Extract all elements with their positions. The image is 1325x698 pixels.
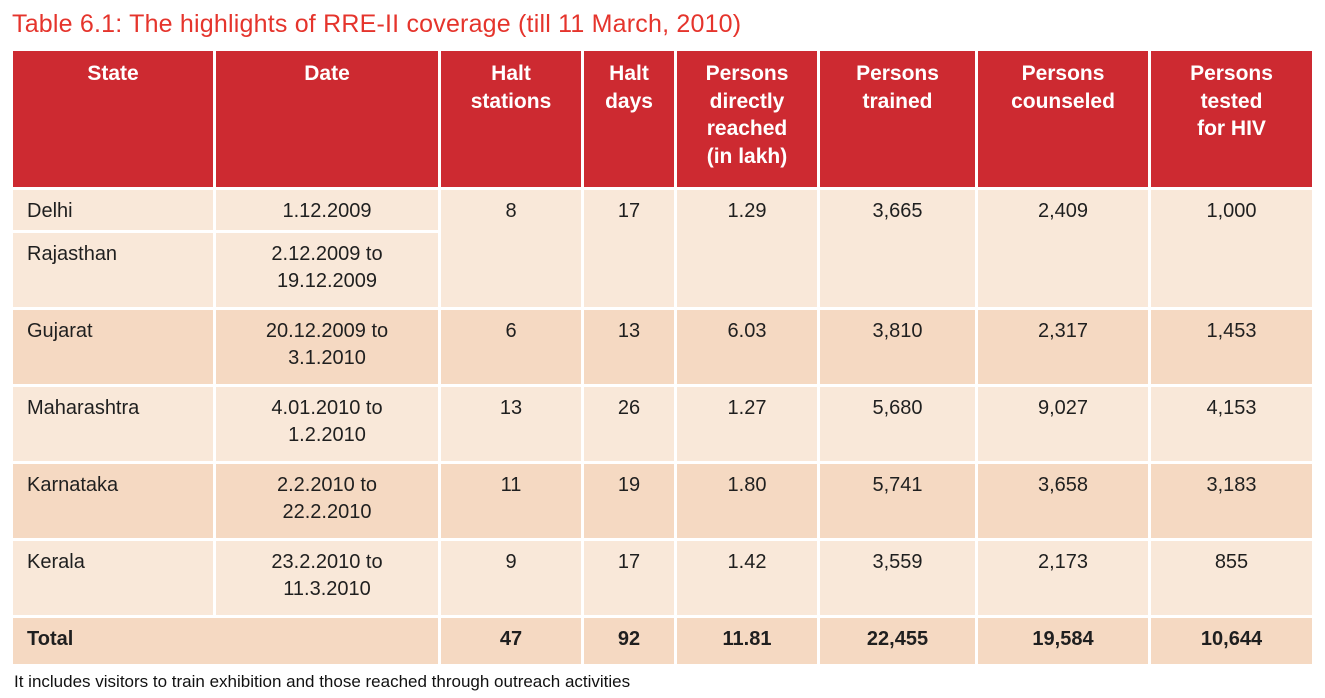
state-cell: Maharashtra (13, 387, 213, 461)
table-title: Table 6.1: The highlights of RRE-II cove… (12, 10, 742, 38)
column-header-date: Date (216, 51, 438, 187)
value-cell-persons-tested: 1,000 (1151, 190, 1312, 307)
value-cell-persons-tested: 3,183 (1151, 464, 1312, 538)
state-cell: Karnataka (13, 464, 213, 538)
value-cell-persons-counseled: 3,658 (978, 464, 1148, 538)
table-row-maharashtra: Maharashtra 4.01.2010 to 1.2.2010 13 26 … (13, 387, 1312, 461)
value-cell-halt-stations: 11 (441, 464, 581, 538)
column-header-persons-tested: Persons tested for HIV (1151, 51, 1312, 187)
date-cell: 2.12.2009 to 19.12.2009 (216, 233, 438, 307)
total-persons-tested: 10,644 (1151, 618, 1312, 664)
value-cell-halt-stations: 13 (441, 387, 581, 461)
date-cell: 20.12.2009 to 3.1.2010 (216, 310, 438, 384)
date-cell: 23.2.2010 to 11.3.2010 (216, 541, 438, 615)
value-cell-persons-trained: 5,741 (820, 464, 975, 538)
state-cell: Kerala (13, 541, 213, 615)
value-cell-persons-counseled: 9,027 (978, 387, 1148, 461)
total-halt-stations: 47 (441, 618, 581, 664)
total-halt-days: 92 (584, 618, 674, 664)
value-cell-persons-reached: 1.80 (677, 464, 817, 538)
total-label-cell: Total (13, 618, 438, 664)
column-header-persons-reached: Persons directly reached (in lakh) (677, 51, 817, 187)
total-persons-reached: 11.81 (677, 618, 817, 664)
state-cell: Rajasthan (13, 233, 213, 307)
value-cell-persons-reached: 1.27 (677, 387, 817, 461)
table-row-kerala: Kerala 23.2.2010 to 11.3.2010 9 17 1.42 … (13, 541, 1312, 615)
date-cell: 2.2.2010 to 22.2.2010 (216, 464, 438, 538)
value-cell-persons-counseled: 2,173 (978, 541, 1148, 615)
value-cell-persons-trained: 3,810 (820, 310, 975, 384)
value-cell-halt-days: 19 (584, 464, 674, 538)
date-cell: 1.12.2009 (216, 190, 438, 230)
table-row-total: Total 47 92 11.81 22,455 19,584 10,644 (13, 618, 1312, 664)
value-cell-persons-reached: 1.29 (677, 190, 817, 307)
value-cell-persons-trained: 5,680 (820, 387, 975, 461)
value-cell-halt-days: 26 (584, 387, 674, 461)
date-cell: 4.01.2010 to 1.2.2010 (216, 387, 438, 461)
column-header-persons-counseled: Persons counseled (978, 51, 1148, 187)
value-cell-persons-tested: 1,453 (1151, 310, 1312, 384)
coverage-table: State Date Halt stations Halt days Perso… (10, 48, 1315, 667)
state-cell: Gujarat (13, 310, 213, 384)
column-header-halt-days: Halt days (584, 51, 674, 187)
header-row: State Date Halt stations Halt days Perso… (13, 51, 1312, 187)
value-cell-persons-trained: 3,559 (820, 541, 975, 615)
value-cell-halt-days: 17 (584, 541, 674, 615)
value-cell-halt-stations: 8 (441, 190, 581, 307)
value-cell-halt-stations: 6 (441, 310, 581, 384)
total-persons-trained: 22,455 (820, 618, 975, 664)
value-cell-halt-stations: 9 (441, 541, 581, 615)
footnote: It includes visitors to train exhibition… (14, 672, 631, 691)
value-cell-persons-tested: 855 (1151, 541, 1312, 615)
table-row-rajasthan: Rajasthan 2.12.2009 to 19.12.2009 (13, 233, 1312, 307)
table-row-delhi: Delhi 1.12.2009 8 17 1.29 3,665 2,409 1,… (13, 190, 1312, 307)
state-cell: Delhi (13, 190, 213, 230)
table-row-gujarat: Gujarat 20.12.2009 to 3.1.2010 6 13 6.03… (13, 310, 1312, 384)
value-cell-persons-counseled: 2,317 (978, 310, 1148, 384)
value-cell-persons-reached: 1.42 (677, 541, 817, 615)
value-cell-halt-days: 17 (584, 190, 674, 307)
column-header-halt-stations: Halt stations (441, 51, 581, 187)
value-cell-persons-trained: 3,665 (820, 190, 975, 307)
column-header-persons-trained: Persons trained (820, 51, 975, 187)
value-cell-persons-reached: 6.03 (677, 310, 817, 384)
column-header-state: State (13, 51, 213, 187)
total-persons-counseled: 19,584 (978, 618, 1148, 664)
value-cell-persons-counseled: 2,409 (978, 190, 1148, 307)
value-cell-halt-days: 13 (584, 310, 674, 384)
value-cell-persons-tested: 4,153 (1151, 387, 1312, 461)
table-row-karnataka: Karnataka 2.2.2010 to 22.2.2010 11 19 1.… (13, 464, 1312, 538)
